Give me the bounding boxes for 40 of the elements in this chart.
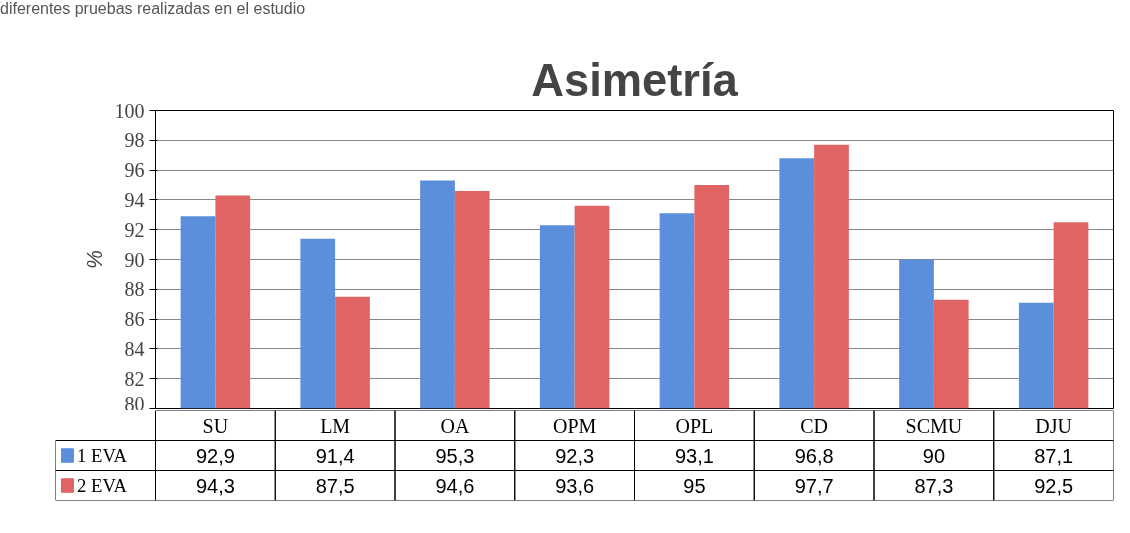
data-label: 94,3	[195, 474, 235, 497]
x-tick-label: OPM	[552, 414, 597, 437]
data-label: 87,3	[914, 474, 954, 497]
data-label: 95	[683, 474, 706, 497]
x-tick-label: LM	[320, 414, 351, 437]
chart-title: Asimetría	[531, 54, 739, 106]
y-tick-label: 94	[124, 188, 145, 211]
x-tick-label: CD	[800, 414, 829, 437]
data-label: 90	[922, 444, 945, 467]
data-label: 92,3	[555, 444, 595, 467]
text: diferentes pruebas realizadas en el estudio	[0, 0, 306, 18]
data-label: 92,5	[1034, 474, 1074, 497]
y-tick-label: 82	[124, 367, 145, 390]
y-tick-label: 90	[124, 248, 145, 271]
data-label: 95,3	[435, 444, 475, 467]
x-tick-label: OPL	[675, 414, 714, 437]
y-tick-label: 88	[124, 278, 145, 301]
data-label: 93,6	[555, 474, 595, 497]
y-tick-label: 92	[124, 218, 145, 241]
data-label: 93,1	[674, 444, 714, 467]
data-label: 97,7	[794, 474, 834, 497]
legend-label: 1 EVA	[77, 445, 128, 466]
x-tick-label: SCMU	[905, 414, 963, 437]
y-tick-label: 100	[114, 99, 145, 122]
legend-label: 2 EVA	[77, 475, 128, 496]
data-label: 91,4	[315, 444, 355, 467]
y-tick-label: 96	[124, 159, 145, 182]
x-tick-label: OA	[440, 414, 470, 437]
x-tick-label: SU	[202, 414, 229, 437]
y-tick-label: 86	[124, 308, 145, 331]
data-label: 92,9	[195, 444, 235, 467]
data-label: 87,5	[315, 474, 355, 497]
y-tick-label: 98	[124, 129, 145, 152]
data-label: 96,8	[794, 444, 834, 467]
data-label: 87,1	[1034, 444, 1074, 467]
y-tick-label: 80	[124, 392, 145, 415]
y-tick-label: 84	[124, 337, 145, 360]
y-axis-title: %	[82, 249, 107, 269]
data-label: 94,6	[435, 474, 475, 497]
x-tick-label: DJU	[1035, 414, 1073, 437]
